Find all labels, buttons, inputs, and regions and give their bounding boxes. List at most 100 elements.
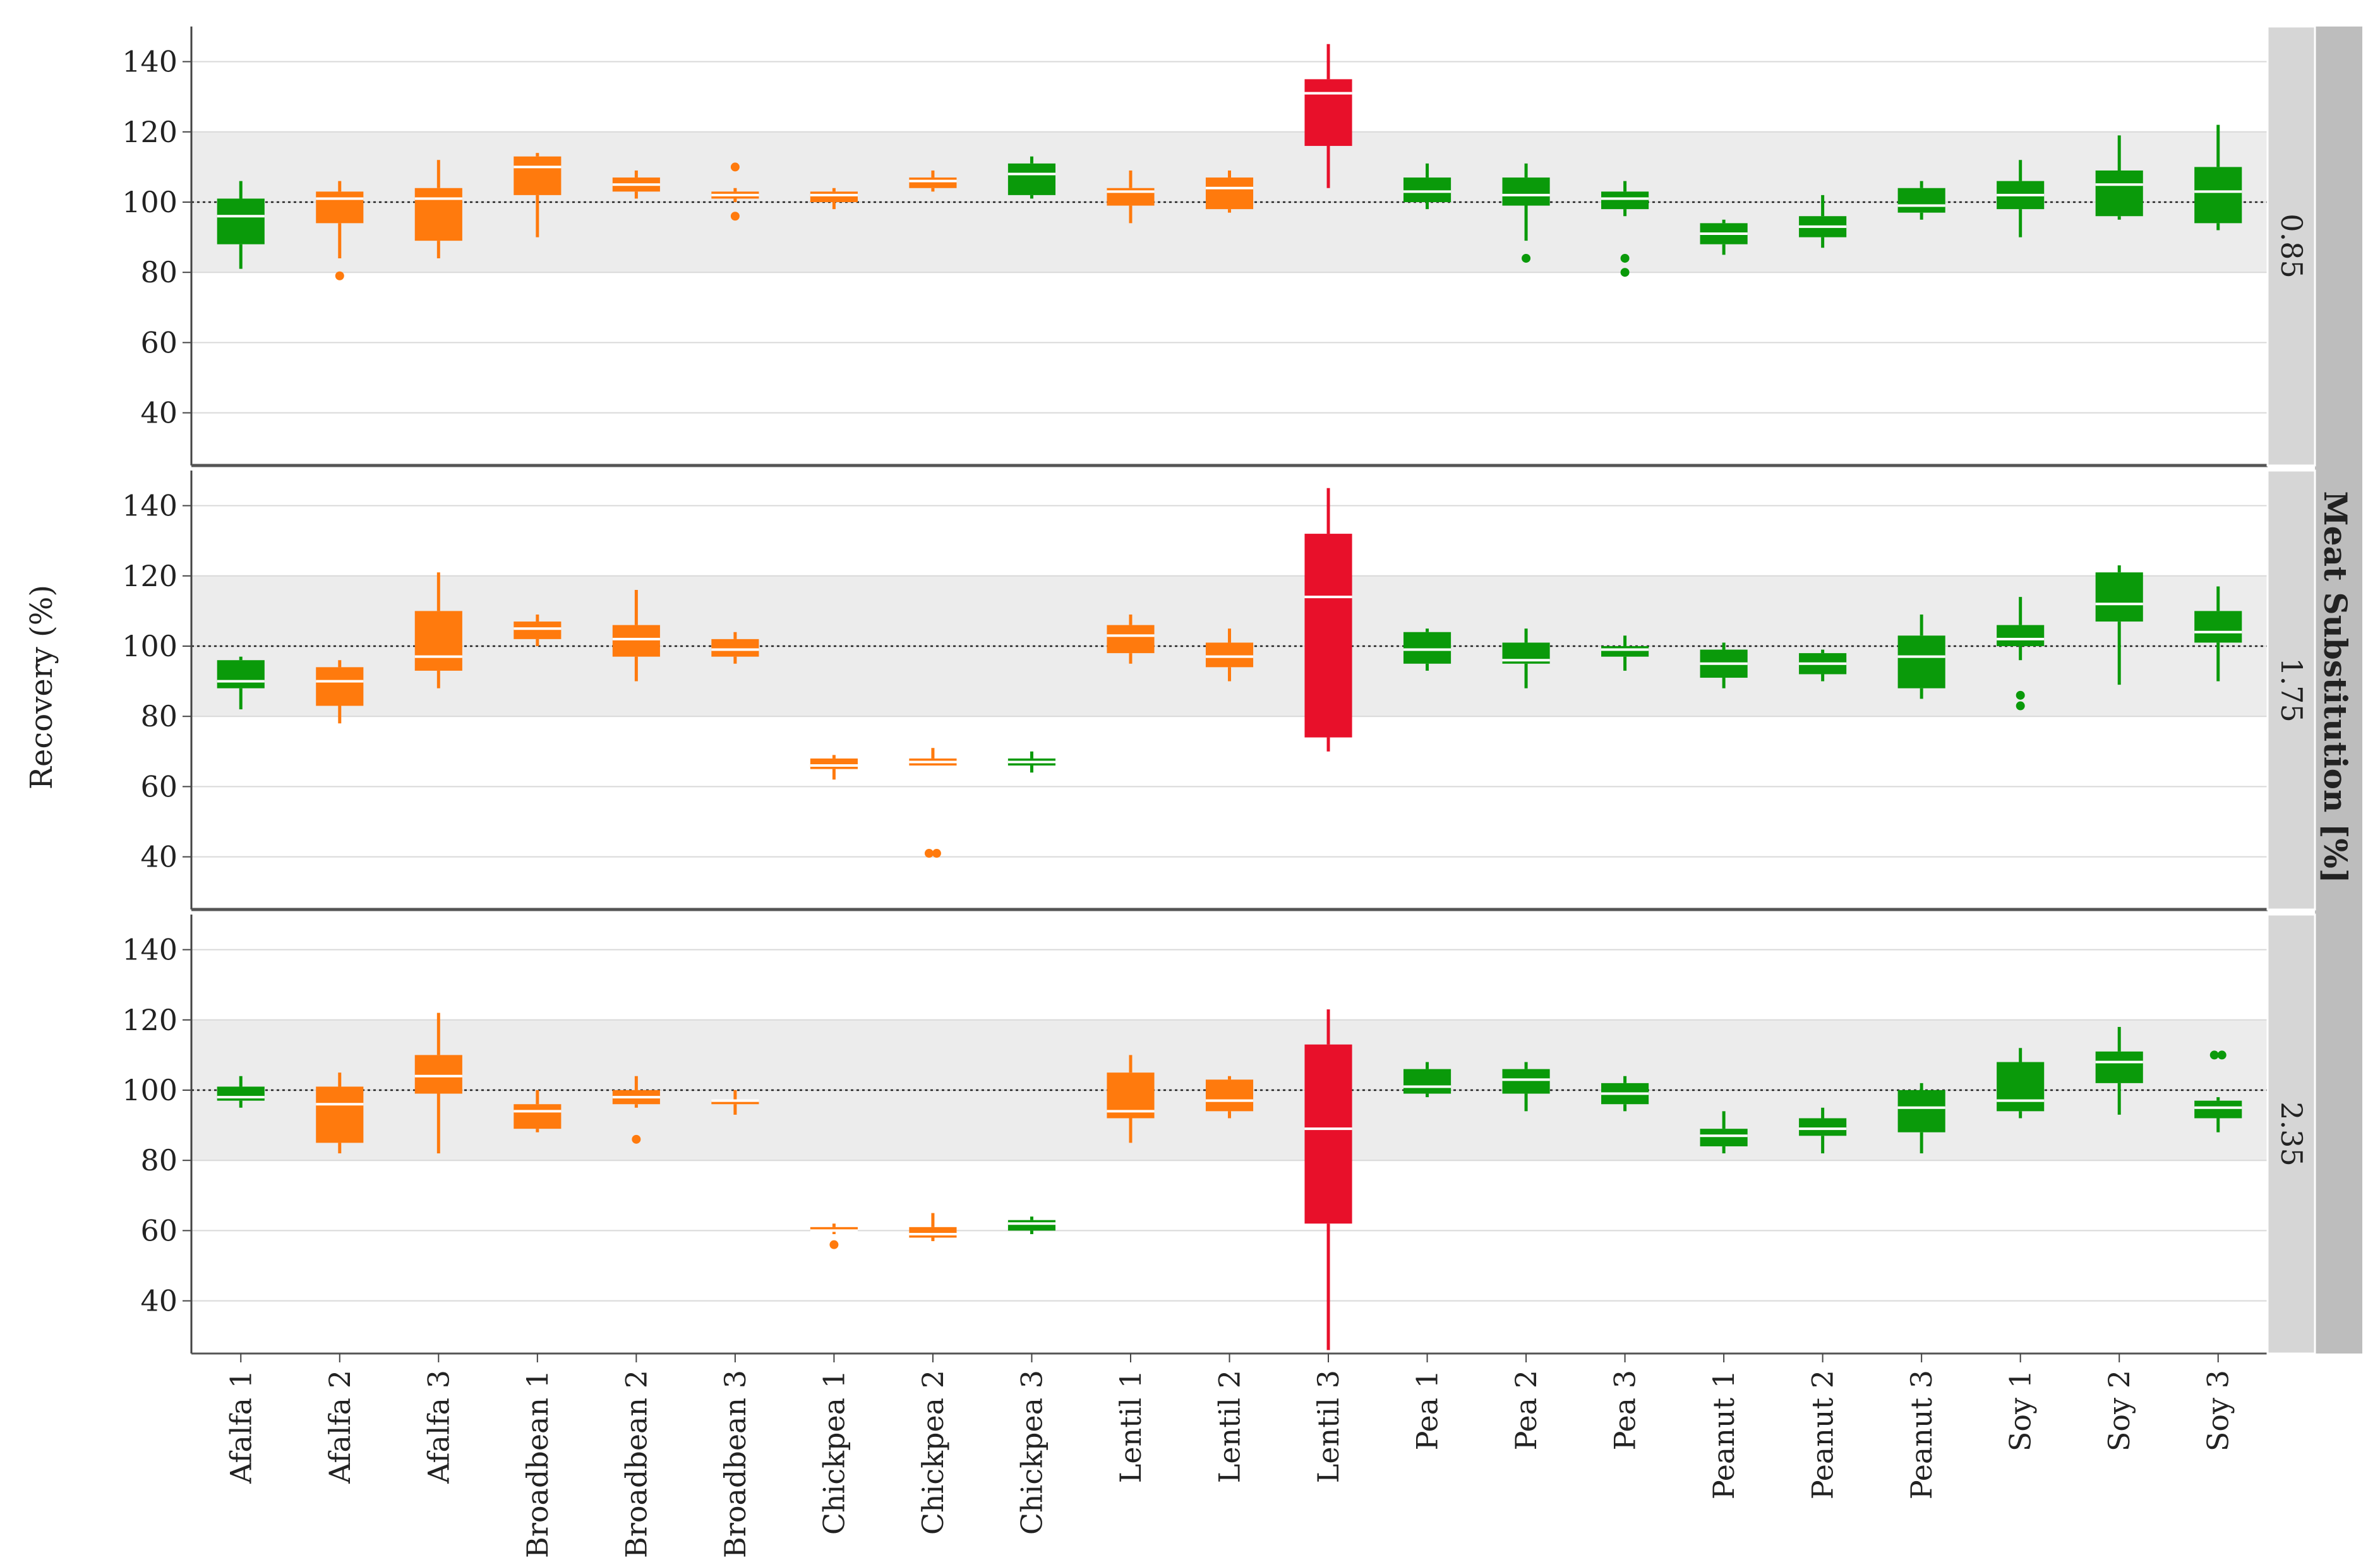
box-iqr: [2194, 611, 2242, 643]
outlier-point: [2217, 1050, 2227, 1060]
box-iqr: [909, 177, 957, 188]
facet-title: Meat Substitution [%]: [2317, 491, 2354, 883]
box-iqr: [1897, 635, 1945, 688]
box-iqr: [1304, 1044, 1352, 1224]
box-chickpea-1: [810, 1223, 858, 1249]
x-tick-label: Afalfa 1: [224, 1370, 258, 1484]
box-soy-3: [2194, 586, 2242, 681]
box-iqr: [1205, 1079, 1254, 1112]
box-soy-2: [2095, 135, 2143, 220]
x-tick-label: Afalfa 3: [421, 1370, 455, 1484]
y-tick-label: 100: [122, 1073, 177, 1107]
box-pea-2: [1502, 628, 1550, 688]
box-iqr: [1502, 1069, 1550, 1094]
box-afalfa-2: [316, 660, 364, 724]
box-broadbean-1: [514, 1090, 562, 1132]
box-iqr: [1107, 625, 1155, 654]
facet-strip-label: 1.75: [2275, 657, 2309, 722]
box-iqr: [1007, 163, 1056, 195]
y-axis-label: Recovery (%): [24, 585, 59, 790]
x-tick-label: Peanut 1: [1707, 1370, 1741, 1499]
x-tick-label: Peanut 2: [1806, 1370, 1840, 1499]
box-iqr: [810, 1227, 858, 1231]
x-tick-label: Lentil 2: [1213, 1370, 1247, 1483]
y-tick-label: 100: [122, 185, 177, 219]
box-iqr: [1304, 79, 1352, 147]
x-tick-label: Pea 3: [1608, 1370, 1642, 1450]
box-broadbean-3: [711, 162, 759, 221]
y-tick-label: 80: [140, 699, 177, 733]
box-lentil-3: [1304, 1009, 1352, 1350]
box-iqr: [1601, 646, 1649, 657]
box-peanut-2: [1799, 649, 1847, 681]
box-iqr: [1601, 191, 1649, 210]
box-iqr: [2194, 167, 2242, 224]
outlier-point: [730, 212, 740, 221]
x-tick-label: Pea 2: [1509, 1370, 1543, 1450]
box-iqr: [514, 1104, 562, 1129]
x-tick-label: Pea 1: [1410, 1370, 1445, 1450]
box-chickpea-2: [909, 1213, 957, 1242]
outlier-point: [335, 271, 344, 280]
box-chickpea-3: [1007, 1216, 1056, 1234]
y-tick-label: 40: [140, 840, 177, 874]
outlier-point: [632, 1134, 641, 1144]
box-soy-3: [2194, 1050, 2242, 1132]
outlier-point: [2016, 690, 2025, 700]
box-lentil-2: [1205, 1076, 1254, 1119]
box-peanut-1: [1700, 1111, 1748, 1154]
box-broadbean-3: [711, 632, 759, 664]
box-iqr: [1205, 642, 1254, 668]
box-iqr: [217, 198, 265, 244]
box-broadbean-2: [612, 1076, 660, 1144]
x-tick-label: Broadbean 1: [520, 1370, 555, 1558]
box-iqr: [1403, 632, 1451, 664]
box-peanut-3: [1897, 614, 1945, 699]
box-pea-3: [1601, 181, 1649, 277]
box-iqr: [217, 1086, 265, 1101]
x-tick-label: Chickpea 2: [916, 1370, 950, 1535]
x-tick-label: Broadbean 2: [619, 1370, 653, 1558]
y-tick-label: 80: [140, 1143, 177, 1177]
box-chickpea-1: [810, 188, 858, 210]
box-iqr: [1897, 1090, 1945, 1132]
box-chickpea-3: [1007, 751, 1056, 773]
box-iqr: [1205, 177, 1254, 210]
box-pea-2: [1502, 163, 1550, 263]
y-tick-label: 140: [122, 45, 177, 79]
y-tick-label: 120: [122, 559, 177, 593]
box-iqr: [711, 1100, 759, 1105]
box-iqr: [316, 667, 364, 706]
box-afalfa-2: [316, 1072, 364, 1154]
box-iqr: [2194, 1100, 2242, 1119]
box-lentil-1: [1107, 614, 1155, 664]
x-tick-label: Afalfa 2: [323, 1370, 357, 1484]
box-soy-1: [1997, 160, 2045, 237]
box-afalfa-3: [414, 1012, 462, 1154]
box-afalfa-3: [414, 572, 462, 688]
box-pea-2: [1502, 1062, 1550, 1112]
box-iqr: [316, 1086, 364, 1143]
box-broadbean-3: [711, 1090, 759, 1115]
y-tick-label: 140: [122, 933, 177, 967]
box-pea-1: [1403, 1062, 1451, 1098]
box-peanut-1: [1700, 642, 1748, 688]
facet-panel-0.85: 40 60 80 100 120 140: [122, 27, 2268, 467]
box-afalfa-1: [217, 181, 265, 269]
box-peanut-2: [1799, 1107, 1847, 1154]
y-tick-label: 140: [122, 489, 177, 523]
facet-strip: [2266, 913, 2316, 1355]
x-tick-label: Soy 2: [2102, 1370, 2136, 1451]
outlier-point: [730, 162, 740, 172]
box-iqr: [2095, 572, 2143, 622]
box-pea-1: [1403, 163, 1451, 210]
box-chickpea-2: [909, 748, 957, 858]
box-iqr: [1304, 534, 1352, 738]
x-tick-label: Peanut 3: [1904, 1370, 1938, 1499]
box-broadbean-2: [612, 170, 660, 199]
box-peanut-1: [1700, 219, 1748, 255]
box-afalfa-3: [414, 160, 462, 258]
y-tick-label: 60: [140, 1213, 177, 1247]
box-afalfa-2: [316, 181, 364, 280]
